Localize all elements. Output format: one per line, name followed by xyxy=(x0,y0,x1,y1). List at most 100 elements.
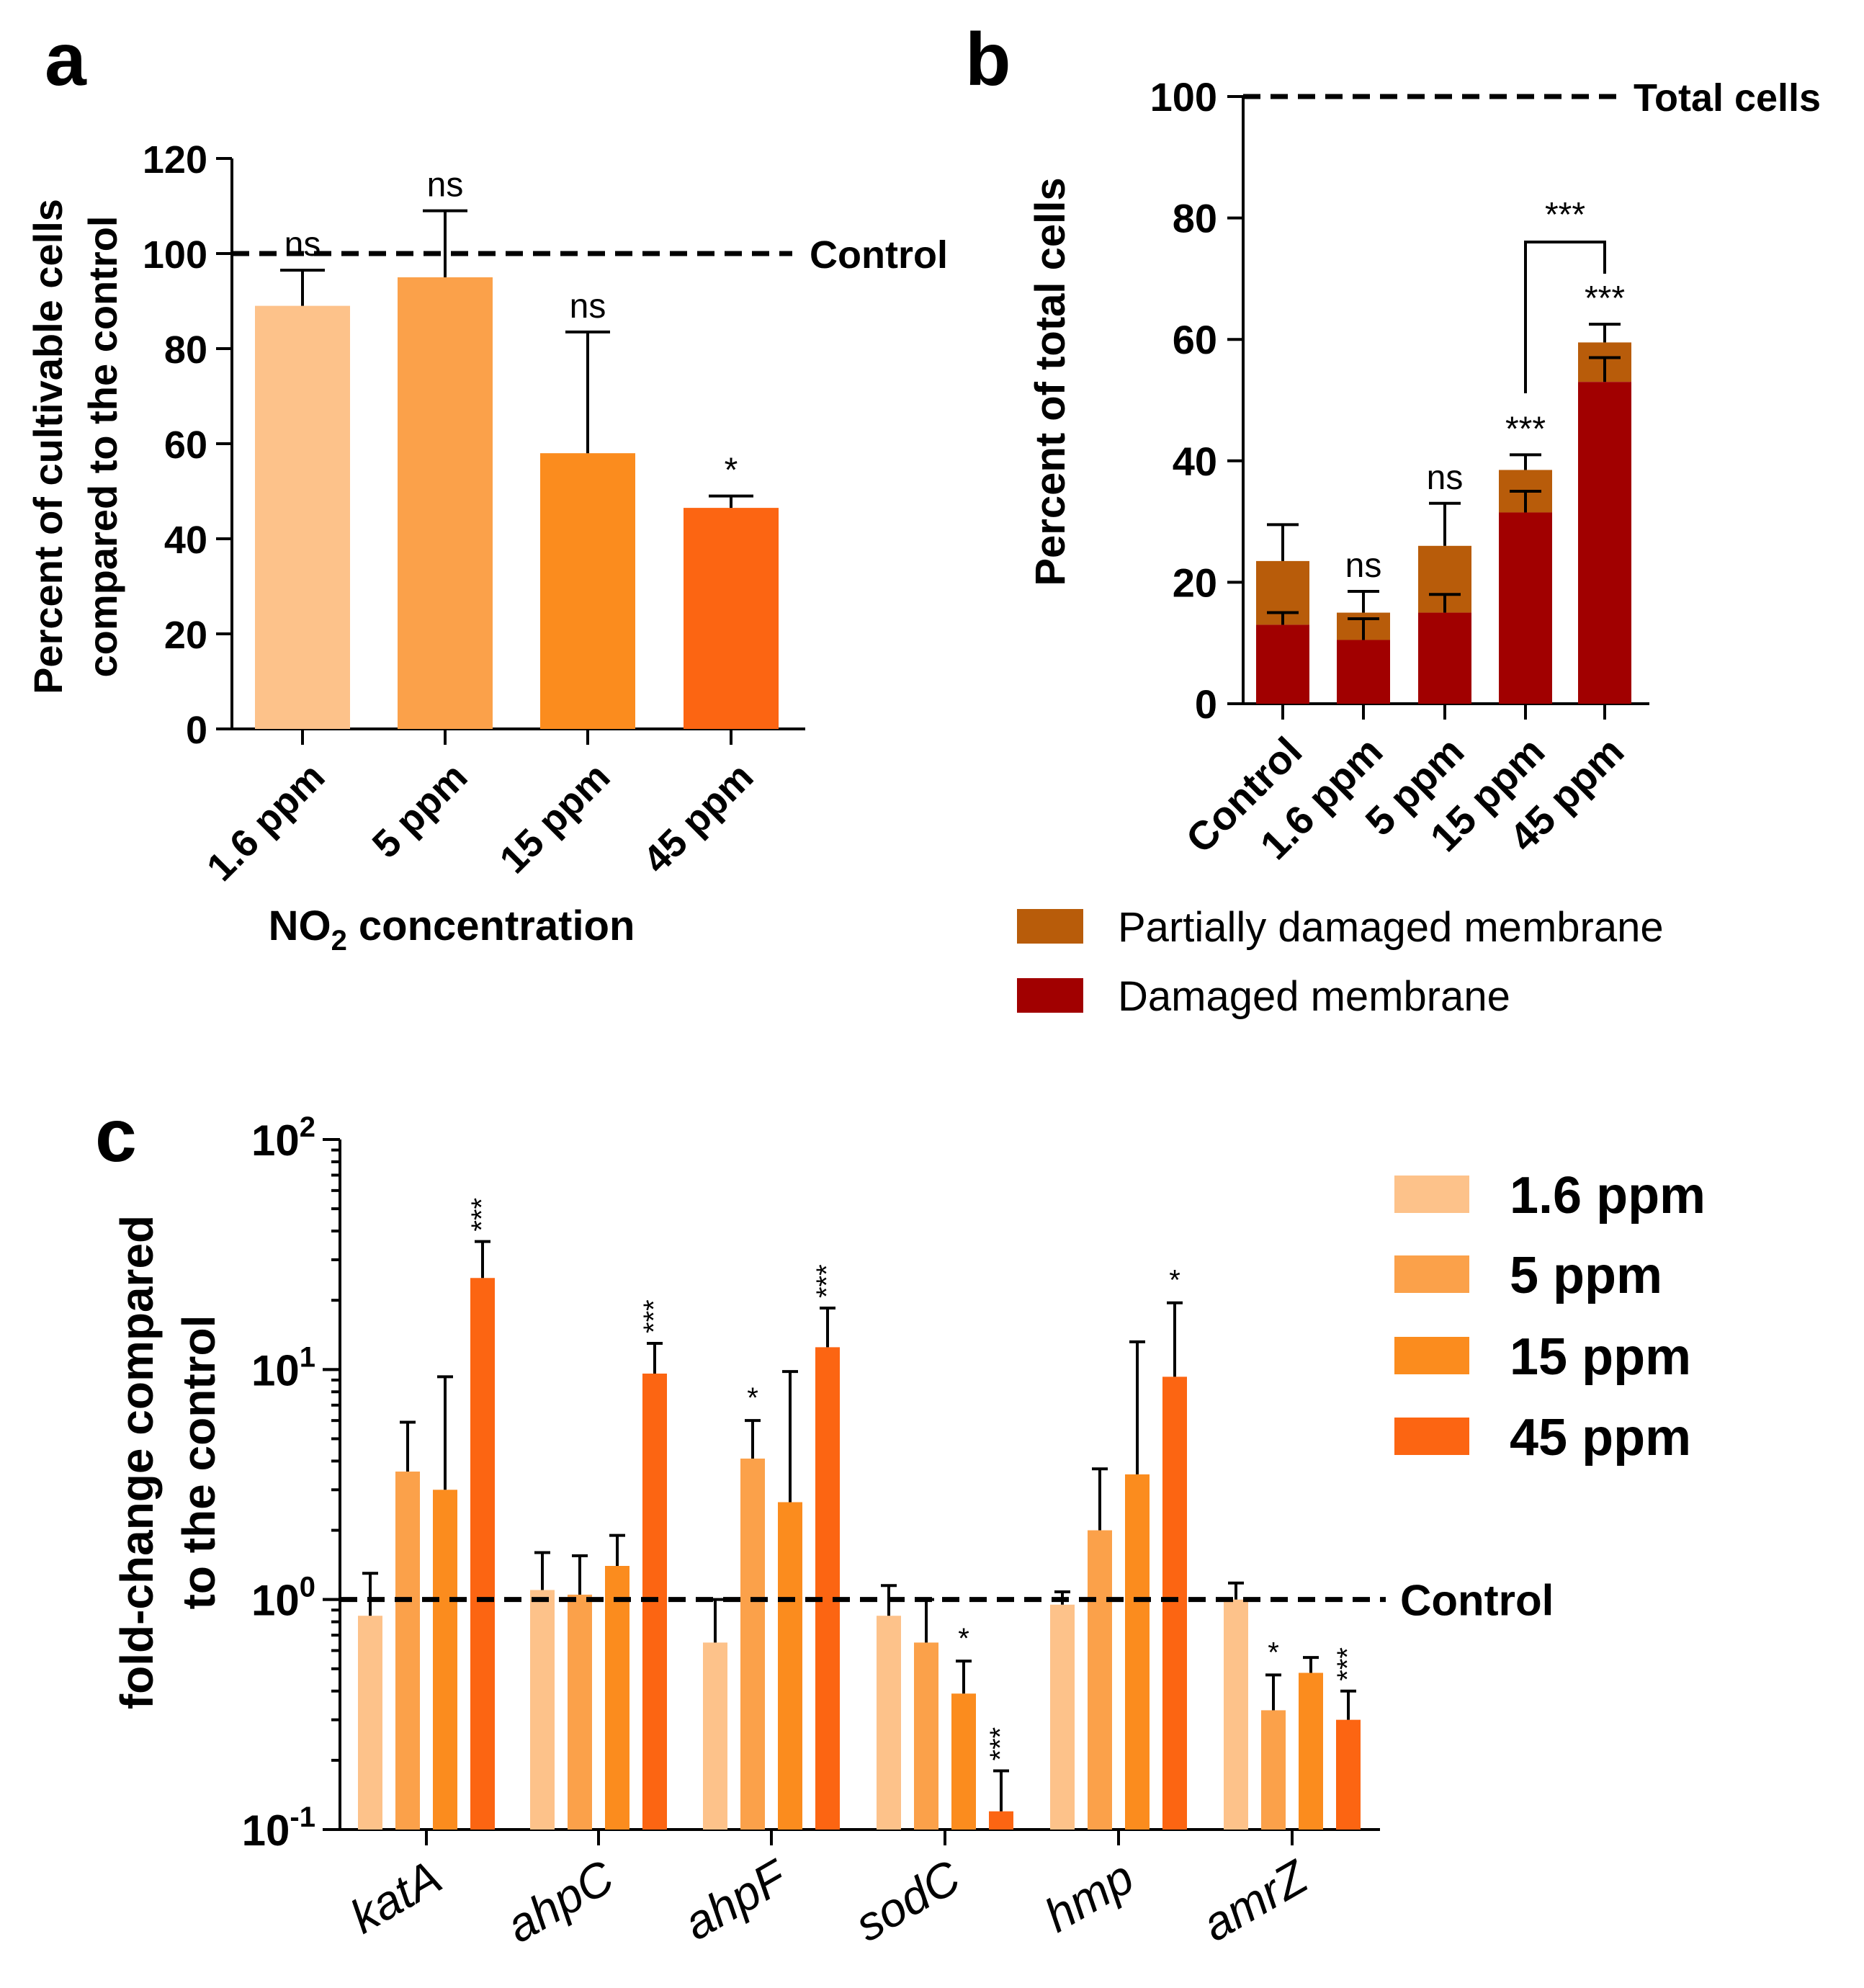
legend-c-swatch-4 xyxy=(1394,1418,1469,1455)
panel-c-y-tick-exp: -1 xyxy=(290,1801,315,1833)
panel-c-bar xyxy=(530,1590,555,1830)
panel-b-significance: ns xyxy=(1345,547,1382,585)
panel-b-y-tick-label: 80 xyxy=(1173,196,1217,241)
panel-c-x-tick-label: hmp xyxy=(1036,1850,1142,1942)
panel-c-bar xyxy=(778,1502,802,1830)
panel-b-chart: Percent of total cells Partially damaged… xyxy=(1017,74,1821,1020)
panel-b-bracket xyxy=(1524,241,1606,393)
panel-b-y-tick-label: 0 xyxy=(1195,681,1217,727)
panel-c-significance: *** xyxy=(466,1198,498,1232)
panel-c-bar xyxy=(1261,1710,1286,1830)
panel-c-bar xyxy=(433,1490,457,1830)
panel-c-y-tick-exp: 1 xyxy=(300,1341,315,1373)
panel-c-bar xyxy=(914,1642,938,1830)
panel-c-bar xyxy=(395,1472,420,1830)
panel-c-y-tick-label: 101 xyxy=(251,1341,315,1394)
panel-c-y-tick-base: 10 xyxy=(251,1346,300,1394)
panel-label-b: b xyxy=(965,18,1011,102)
panel-a-bar xyxy=(255,305,350,730)
panel-b-bar-damaged xyxy=(1337,640,1390,704)
legend-c-swatch-2 xyxy=(1394,1255,1469,1293)
panel-a-bar xyxy=(540,453,635,729)
panel-c-y-tick-exp: 2 xyxy=(300,1111,315,1143)
panel-c-bar xyxy=(358,1616,382,1830)
legend-c-label-4: 45 ppm xyxy=(1510,1409,1691,1467)
panel-b-total-label: Total cells xyxy=(1634,76,1821,120)
panel-c-x-tick-label: amrZ xyxy=(1193,1849,1318,1951)
panel-a-y-tick-label: 120 xyxy=(143,138,207,182)
panel-c-y-tick-base: 10 xyxy=(251,1577,300,1625)
legend-b-swatch-partial xyxy=(1017,909,1083,944)
panel-c-x-tick-label: sodC xyxy=(846,1849,970,1951)
panel-c-y-tick-base: 10 xyxy=(242,1806,290,1855)
panel-a-y-tick-label: 100 xyxy=(143,233,207,277)
panel-a-ylabel-line1: Percent of cultivable cells xyxy=(25,199,71,694)
panel-a-y-tick-label: 0 xyxy=(186,709,207,752)
panel-b-bracket-label: *** xyxy=(1545,196,1585,234)
panel-a-significance: ns xyxy=(570,287,606,326)
panel-c-bar xyxy=(951,1693,976,1830)
panel-a-x-tick-label: 5 ppm xyxy=(364,755,476,867)
panel-b-bar-damaged xyxy=(1418,612,1471,704)
panel-c-x-tick-label: ahpC xyxy=(497,1849,623,1953)
legend-b-label-damaged: Damaged membrane xyxy=(1118,973,1510,1020)
panel-c-bar xyxy=(605,1566,629,1830)
panel-b-bar-damaged xyxy=(1499,512,1552,704)
panel-a-x-tick-label: 45 ppm xyxy=(635,755,761,882)
panel-c-bar xyxy=(703,1642,727,1830)
panel-a-chart: Percent of cultivable cells compared to … xyxy=(25,138,948,957)
panel-a-y-tick-label: 40 xyxy=(164,519,207,562)
panel-label-a: a xyxy=(45,18,87,102)
panel-a-significance: ns xyxy=(284,225,321,264)
panel-c-control-label: Control xyxy=(1400,1577,1554,1625)
panel-c-bar xyxy=(568,1594,592,1830)
panel-b-y-tick-label: 100 xyxy=(1150,74,1217,120)
panel-c-bar xyxy=(1125,1474,1150,1830)
panel-c-bar xyxy=(815,1347,840,1830)
panel-c-ylabel-line1: fold-change compared xyxy=(111,1215,163,1709)
panel-a-bar xyxy=(398,277,493,729)
panel-c-ylabel-line2: to the control xyxy=(173,1315,225,1610)
panel-b-bar-damaged xyxy=(1256,624,1309,704)
panel-c-y-tick-label: 102 xyxy=(251,1111,315,1165)
panel-c-significance: *** xyxy=(1332,1647,1363,1681)
panel-c-x-tick-label: ahpF xyxy=(675,1848,797,1950)
panel-b-y-tick-label: 40 xyxy=(1173,439,1217,484)
panel-a-bar xyxy=(684,508,779,729)
panel-b-ylabel: Percent of total cells xyxy=(1027,177,1074,586)
legend-c-label-1: 1.6 ppm xyxy=(1510,1167,1706,1224)
panel-c-chart: fold-change compared to the control 1.6 … xyxy=(111,1111,1706,1953)
panel-a-x-tick-label: 1.6 ppm xyxy=(199,755,333,890)
panel-c-y-tick-label: 100 xyxy=(251,1572,315,1625)
panel-a-significance: ns xyxy=(427,166,464,205)
panel-c-bar xyxy=(1088,1530,1112,1830)
panel-c-bar xyxy=(470,1278,495,1830)
panel-a-x-tick-label: 15 ppm xyxy=(491,755,618,882)
panel-c-bar xyxy=(1336,1719,1361,1830)
panel-c-bar xyxy=(877,1616,901,1830)
legend-c-label-3: 15 ppm xyxy=(1510,1328,1691,1386)
panel-c-bar xyxy=(740,1458,765,1830)
legend-c-label-2: 5 ppm xyxy=(1510,1247,1662,1304)
panel-b-significance: ns xyxy=(1427,459,1464,497)
panel-c-bar xyxy=(1050,1604,1075,1830)
panel-a-xlabel-rest: concentration xyxy=(347,903,635,949)
panel-c-y-tick-exp: 0 xyxy=(300,1572,315,1603)
panel-a-significance: * xyxy=(725,452,738,490)
panel-b-bar-damaged xyxy=(1578,382,1631,704)
panel-c-significance: *** xyxy=(811,1264,843,1298)
panel-b-y-tick-label: 20 xyxy=(1173,560,1217,605)
panel-c-significance: * xyxy=(958,1623,969,1655)
panel-c-y-tick-base: 10 xyxy=(251,1116,300,1165)
panel-b-significance: *** xyxy=(1585,279,1625,318)
panel-c-bar xyxy=(1299,1673,1323,1830)
panel-b-significance: *** xyxy=(1505,410,1546,448)
legend-b-label-partial: Partially damaged membrane xyxy=(1118,904,1664,951)
panel-b-y-tick-label: 60 xyxy=(1173,317,1217,362)
panel-a-xlabel-sub: 2 xyxy=(331,925,347,957)
panel-c-bar xyxy=(1224,1599,1248,1830)
panel-c-significance: * xyxy=(1268,1636,1279,1668)
panel-a-ylabel-line2: compared to the control xyxy=(80,216,125,678)
panel-a-control-label: Control xyxy=(810,233,948,277)
